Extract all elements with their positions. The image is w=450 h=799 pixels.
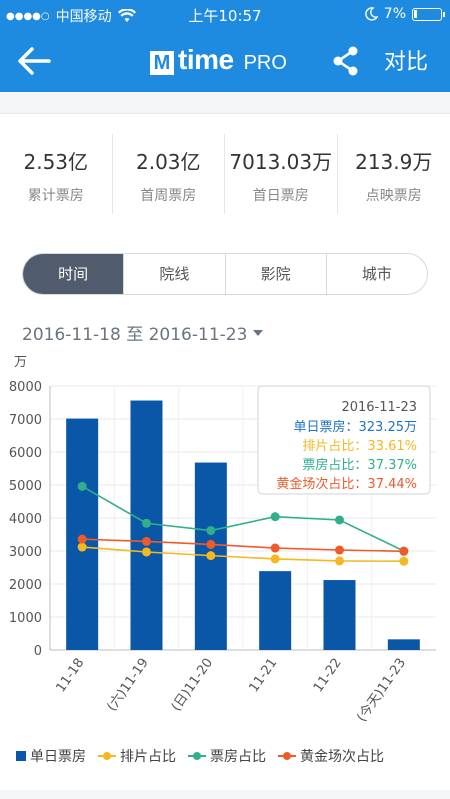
chart-legend: 单日票房 排片占比 票房占比 黄金场次占比 — [16, 746, 446, 766]
stat-value: 7013.03万 — [229, 150, 333, 174]
nav-bar: M time PRO 对比 — [0, 30, 450, 92]
tab-city[interactable]: 城市 — [361, 265, 392, 283]
series-point-0-3 — [270, 554, 280, 564]
series-point-1-3 — [270, 512, 280, 522]
stat-cumulative: 2.53亿 累计票房 — [0, 134, 113, 214]
legend-label: 黄金场次占比 — [300, 749, 384, 765]
y-tick-label: 7000 — [9, 413, 42, 428]
series-line-2 — [82, 538, 404, 553]
series-point-0-0 — [77, 542, 87, 552]
y-tick-label: 1000 — [9, 611, 42, 626]
mtime-logo: M time PRO — [150, 44, 287, 76]
legend-label: 票房占比 — [210, 749, 266, 765]
battery-percent: 7% — [383, 6, 406, 22]
series-point-0-5 — [399, 556, 409, 566]
stat-value: 2.53亿 — [23, 150, 89, 174]
x-tick-label: (日)11-20 — [169, 656, 216, 715]
compare-button[interactable]: 对比 — [384, 50, 429, 75]
stat-label: 累计票房 — [27, 188, 84, 204]
x-tick-label: 11-21 — [246, 656, 280, 696]
legend-entry-piao[interactable]: 票房占比 — [188, 746, 266, 766]
series-point-2-3 — [270, 543, 280, 553]
legend-line-swatch — [188, 752, 206, 760]
date-range-selector[interactable]: 2016-11-18 至 2016-11-23 — [22, 320, 264, 345]
bar-single-day-0 — [66, 418, 99, 650]
stat-preview: 213.9万 点映票房 — [338, 134, 450, 214]
x-tick-label: (六)11-19 — [105, 656, 152, 715]
legend-line-swatch — [98, 752, 116, 760]
tooltip-row: 黄金场次占比：37.44% — [276, 476, 417, 492]
legend-entry-bar[interactable]: 单日票房 — [16, 746, 86, 766]
logo-mark: M — [150, 51, 174, 75]
status-bar: ●●●●○ 中国移动 上午10:57 7% — [0, 0, 450, 30]
y-tick-label: 6000 — [9, 446, 42, 461]
bar-single-day-5 — [387, 639, 420, 650]
tooltip-date: 2016-11-23 — [341, 400, 417, 415]
moon-icon — [364, 7, 378, 21]
tooltip-row: 单日票房：323.25万 — [293, 419, 417, 435]
legend-line-swatch — [278, 752, 296, 760]
series-point-0-4 — [335, 556, 344, 566]
bar-single-day-3 — [259, 571, 292, 650]
series-point-1-2 — [206, 526, 216, 536]
y-tick-label: 4000 — [9, 512, 42, 527]
stat-label: 点映票房 — [365, 188, 422, 204]
logo-pro: PRO — [243, 52, 287, 74]
series-point-0-2 — [206, 551, 216, 561]
series-point-2-0 — [77, 534, 87, 544]
x-tick-label: 11-18 — [53, 656, 87, 696]
dimension-tabs: 时间 院线 影院 城市 — [22, 253, 428, 295]
series-point-1-0 — [77, 481, 87, 491]
wifi-icon — [117, 9, 136, 22]
status-time: 上午10:57 — [188, 7, 262, 25]
share-button[interactable] — [328, 44, 364, 78]
x-tick-label: (今天)11-23 — [354, 655, 410, 725]
series-point-0-1 — [142, 547, 151, 557]
stat-label: 首周票房 — [140, 188, 197, 204]
legend-label: 排片占比 — [120, 749, 176, 765]
stat-first-week: 2.03亿 首周票房 — [113, 134, 225, 214]
legend-entry-pai[interactable]: 排片占比 — [98, 746, 176, 766]
series-point-1-1 — [142, 518, 151, 528]
y-tick-label: 0 — [34, 644, 42, 659]
tab-cinema[interactable]: 影院 — [226, 254, 327, 294]
series-line-0 — [82, 546, 404, 563]
signal-icon: ●●●●○ — [6, 10, 50, 22]
series-point-2-4 — [335, 545, 344, 555]
carrier-label: 中国移动 — [55, 9, 112, 25]
y-tick-label: 5000 — [9, 479, 42, 494]
tooltip-box — [257, 385, 431, 495]
x-tick-label: 11-22 — [311, 656, 345, 696]
stat-value: 2.03亿 — [135, 150, 201, 174]
tab-time[interactable]: 时间 — [23, 254, 125, 294]
y-tick-label: 2000 — [9, 578, 42, 593]
stat-label: 首日票房 — [252, 188, 309, 204]
series-line-1 — [81, 485, 405, 552]
y-tick-label: 3000 — [9, 545, 42, 560]
caret-down-icon — [253, 329, 264, 336]
stats-row: 2.53亿 累计票房 2.03亿 首周票房 7013.03万 首日票房 213.… — [0, 134, 450, 214]
battery-icon — [412, 7, 445, 21]
series-point-1-4 — [335, 515, 344, 525]
series-point-2-2 — [206, 539, 216, 549]
box-office-chart: 万 0 1000 2000 3000 4000 5000 6000 7000 8000 11-18 (… — [9, 355, 436, 725]
series-point-2-1 — [142, 536, 151, 546]
stat-first-day: 7013.03万 首日票房 — [225, 134, 338, 214]
y-unit-label: 万 — [14, 355, 27, 370]
logo-word: time — [178, 44, 234, 75]
bottom-band — [0, 790, 450, 799]
legend-label: 单日票房 — [30, 749, 86, 765]
tab-cinema-chain[interactable]: 院线 — [124, 254, 226, 294]
legend-bar-swatch — [16, 751, 26, 761]
tooltip-row: 排片占比：33.61% — [302, 439, 417, 454]
date-range-label: 2016-11-18 至 2016-11-23 — [22, 325, 248, 345]
separator-band — [0, 92, 450, 114]
bar-single-day-4 — [323, 580, 356, 650]
y-tick-label: 8000 — [9, 380, 42, 395]
tooltip-row: 票房占比：37.37% — [302, 457, 417, 473]
back-button[interactable] — [16, 44, 52, 78]
legend-entry-gold[interactable]: 黄金场次占比 — [278, 746, 384, 766]
stat-value: 213.9万 — [355, 150, 433, 174]
series-point-2-5 — [399, 546, 409, 556]
